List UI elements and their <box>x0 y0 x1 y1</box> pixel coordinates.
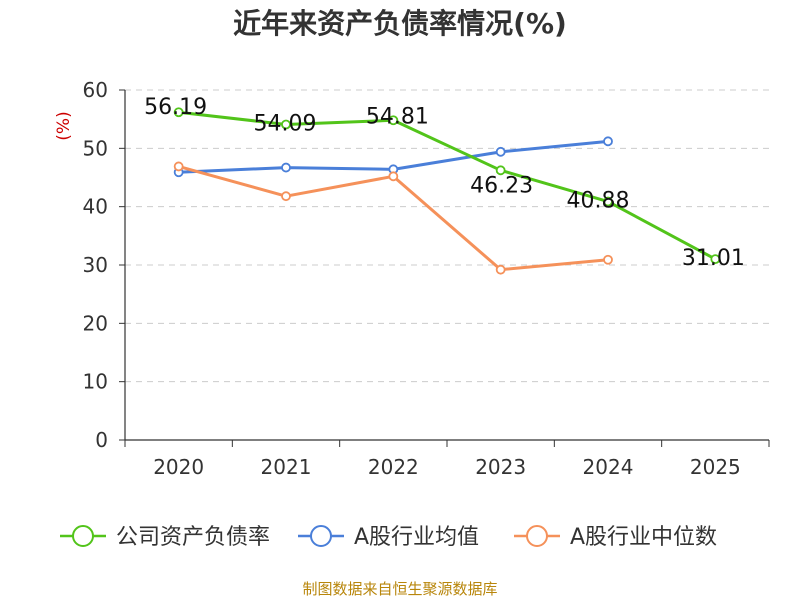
data-point <box>281 119 291 130</box>
legend-label: 公司资产负债率 <box>116 525 270 550</box>
x-tick-label: 2020 <box>153 455 204 479</box>
y-tick-label: 30 <box>83 253 108 277</box>
y-axis-label: (%) <box>54 111 74 140</box>
data-label: 54.09 <box>254 111 317 136</box>
data-point <box>603 136 613 147</box>
series-line <box>178 110 717 261</box>
data-point <box>173 107 184 118</box>
x-tick-label: 2025 <box>690 455 741 479</box>
data-point <box>388 171 399 182</box>
data-label: 54.81 <box>366 104 429 129</box>
legend-label: A股行业均值 <box>354 525 479 550</box>
y-tick-label: 10 <box>83 370 108 394</box>
data-point <box>603 196 613 207</box>
data-source-note: 制图数据来自恒生聚源数据库 <box>302 580 498 598</box>
legend-label: A股行业中位数 <box>570 525 717 550</box>
data-point <box>173 161 184 172</box>
x-tick-label: 2023 <box>475 455 526 479</box>
legend-marker <box>310 525 332 547</box>
data-point <box>281 191 291 202</box>
data-label: 46.23 <box>470 173 533 198</box>
y-tick-label: 60 <box>83 78 108 102</box>
data-point <box>495 165 506 176</box>
data-point <box>388 115 399 126</box>
legend-marker <box>72 525 94 547</box>
data-point <box>710 254 721 265</box>
data-label: 56.19 <box>144 95 207 120</box>
data-point <box>281 162 291 173</box>
legend-marker <box>526 525 548 547</box>
x-tick-label: 2024 <box>583 455 634 479</box>
chart-title: 近年来资产负债率情况(%) <box>233 7 567 40</box>
x-tick-label: 2022 <box>368 455 419 479</box>
data-point <box>495 146 506 157</box>
data-point <box>603 254 613 265</box>
x-tick-label: 2021 <box>261 455 312 479</box>
data-label: 40.88 <box>567 189 630 214</box>
data-label: 31.01 <box>682 246 745 271</box>
y-tick-label: 0 <box>95 428 108 452</box>
data-point <box>495 264 506 275</box>
y-tick-label: 40 <box>83 195 108 219</box>
y-tick-label: 50 <box>83 136 108 160</box>
y-tick-label: 20 <box>83 311 108 335</box>
